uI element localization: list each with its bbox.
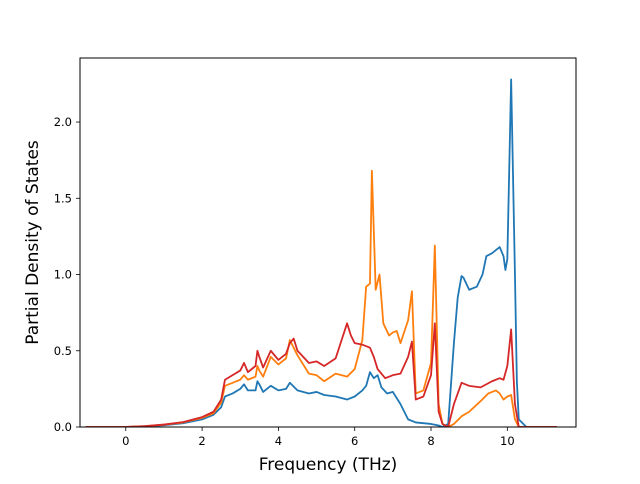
axis-layer: 0 2 4 6 8 10 0.0 0.5 1.0 1.5 2.0	[54, 115, 515, 448]
x-tick-label: 2	[198, 434, 205, 448]
y-tick-label: 1.5	[54, 191, 72, 205]
y-tick-label: 0.0	[54, 420, 72, 434]
x-tick-label: 8	[427, 434, 434, 448]
x-tick-label: 4	[275, 434, 282, 448]
y-tick-label: 1.0	[54, 268, 72, 282]
series-layer	[85, 78, 557, 427]
plot-frame	[79, 57, 577, 428]
series-line-3	[85, 322, 557, 427]
y-tick-label: 2.0	[54, 115, 72, 129]
x-tick-label: 0	[122, 434, 129, 448]
series-line-2	[85, 169, 557, 427]
y-tick-label: 0.5	[54, 344, 72, 358]
x-tick-label: 6	[351, 434, 358, 448]
y-axis-label: Partial Density of States	[23, 140, 43, 345]
x-axis-label: Frequency (THz)	[259, 455, 398, 475]
series-line-1	[85, 78, 557, 427]
x-tick-label: 10	[500, 434, 515, 448]
